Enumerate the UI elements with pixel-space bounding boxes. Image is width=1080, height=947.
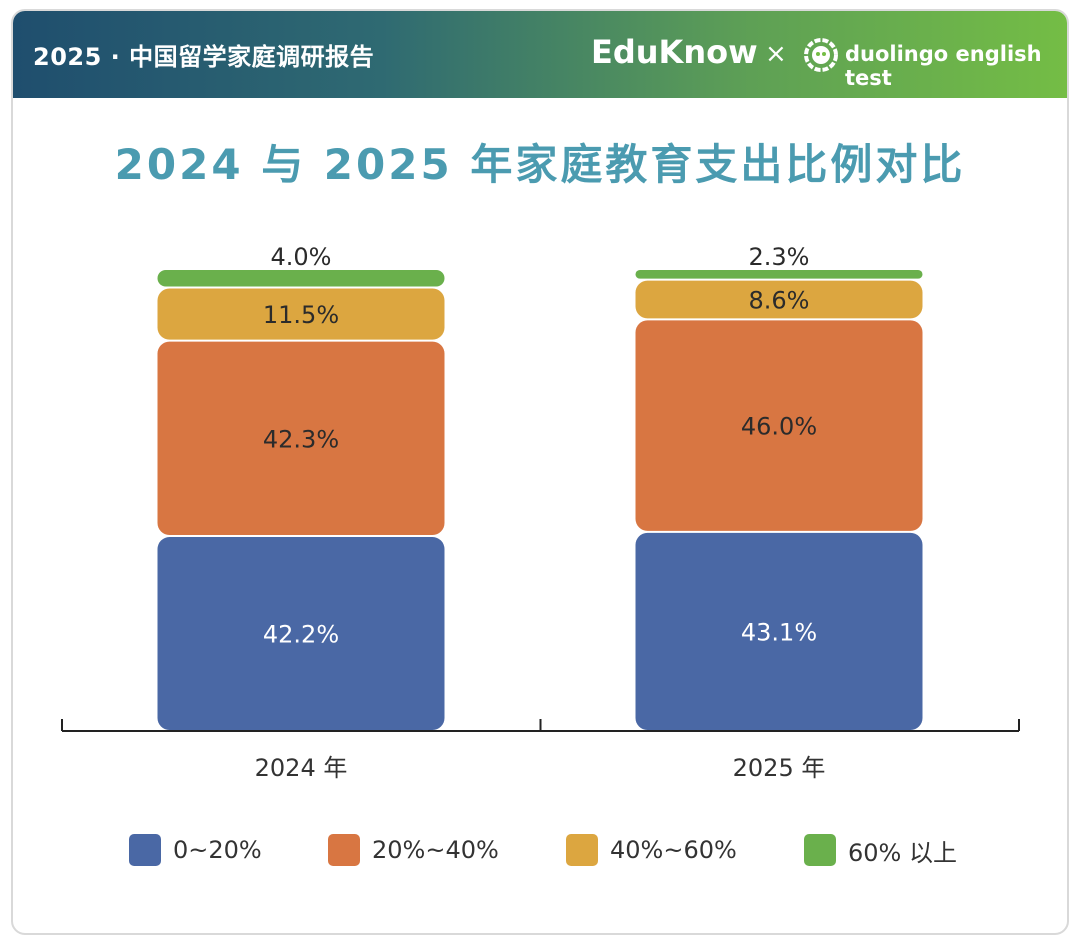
chart-legend: 0~20% 20%~40% 40%~60% 60% 以上	[0, 833, 1080, 873]
legend-label: 60% 以上	[848, 838, 957, 867]
legend-swatch	[129, 834, 161, 866]
x-tick-label: 2025 年	[733, 754, 826, 782]
duolingo-owl-icon	[804, 38, 838, 72]
bar-segment	[635, 270, 923, 279]
data-label: 42.3%	[263, 425, 339, 453]
legend-swatch	[328, 834, 360, 866]
bar-segment	[157, 341, 445, 536]
data-label: 8.6%	[749, 286, 810, 314]
bar-segment	[157, 270, 445, 287]
eduknow-logo: EduKnow	[591, 33, 758, 71]
data-label: 42.2%	[263, 621, 339, 649]
legend-swatch	[804, 834, 836, 866]
legend-item: 60% 以上	[804, 833, 957, 867]
bar-segment	[157, 537, 445, 730]
legend-label: 20%~40%	[372, 836, 499, 864]
header-bar: 2025 · 中国留学家庭调研报告 EduKnow × duolingo eng…	[13, 11, 1067, 98]
data-label: 43.1%	[741, 618, 817, 646]
legend-item: 40%~60%	[566, 833, 737, 867]
data-label: 11.5%	[263, 301, 339, 329]
legend-item: 0~20%	[129, 833, 262, 867]
bar-segment	[635, 280, 923, 319]
chart-title: 2024 与 2025 年家庭教育支出比例对比	[114, 140, 966, 189]
legend-swatch	[566, 834, 598, 866]
legend-label: 0~20%	[173, 836, 262, 864]
data-label: 2.3%	[749, 243, 810, 271]
bar-segment	[635, 532, 923, 730]
duolingo-logo-text: duolingo english test	[845, 42, 1042, 90]
legend-label: 40%~60%	[610, 836, 737, 864]
report-title: 2025 · 中国留学家庭调研报告	[33, 43, 375, 71]
bar-segment	[635, 320, 923, 531]
bar-segment	[157, 288, 445, 340]
legend-item: 20%~40%	[328, 833, 499, 867]
brand-separator: ×	[765, 39, 787, 69]
x-tick-label: 2024 年	[255, 754, 348, 782]
data-label: 46.0%	[741, 413, 817, 441]
data-label: 4.0%	[271, 243, 332, 271]
